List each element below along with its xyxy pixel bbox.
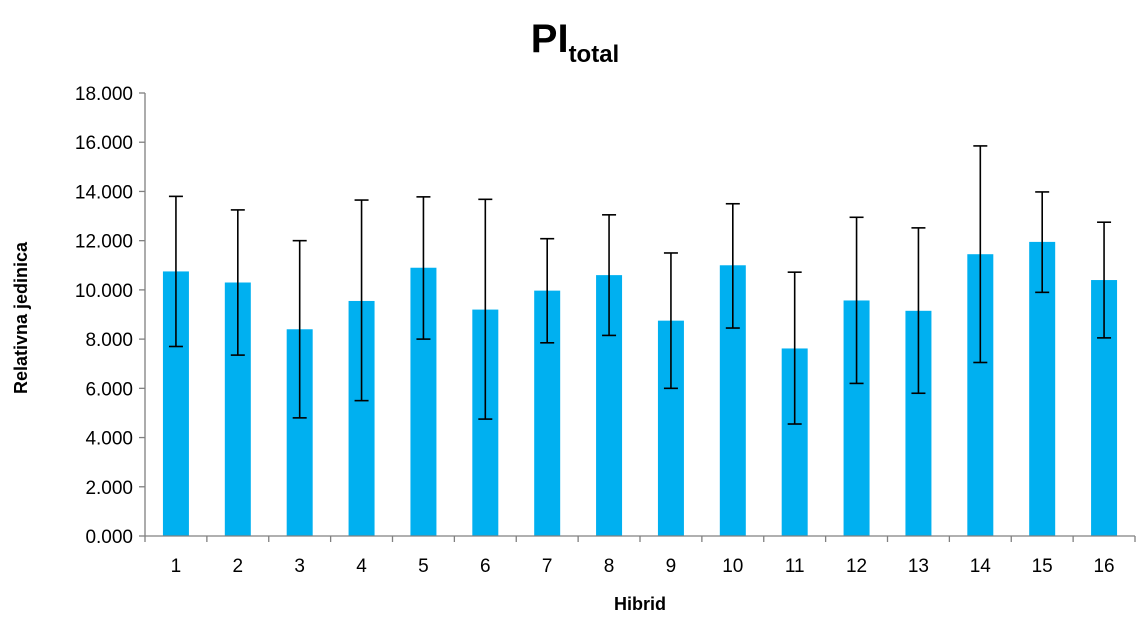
y-tick-label: 12.000 <box>75 232 133 253</box>
y-tick-label: 2.000 <box>85 478 133 499</box>
y-tick-label: 10.000 <box>75 281 133 302</box>
x-tick-label: 4 <box>356 556 367 577</box>
y-tick-label: 18.000 <box>75 84 133 105</box>
y-tick-label: 14.000 <box>75 182 133 203</box>
x-tick-label: 6 <box>480 556 491 577</box>
y-tick-label: 8.000 <box>85 330 133 351</box>
y-tick-label: 0.000 <box>85 527 133 548</box>
chart-title: PItotal <box>531 17 619 68</box>
x-tick-label: 12 <box>846 556 867 577</box>
axes-group: 0.000 2.000 4.000 6.000 8.000 10.000 12.000 14.… <box>75 84 1136 577</box>
x-tick-label: 14 <box>970 556 992 577</box>
y-tick-label: 6.000 <box>85 379 133 400</box>
x-tick-label: 5 <box>418 556 429 577</box>
x-axis-title: Hibrid <box>614 594 666 614</box>
x-tick-label: 3 <box>294 556 305 577</box>
x-tick-label: 2 <box>233 556 244 577</box>
x-tick-label: 15 <box>1032 556 1053 577</box>
error-bars-group <box>168 145 1112 425</box>
x-tick-label: 11 <box>785 556 805 577</box>
x-tick-label: 1 <box>171 556 182 577</box>
x-tick-label: 13 <box>908 556 929 577</box>
bars-group <box>162 241 1118 537</box>
x-tick-label: 16 <box>1093 556 1114 577</box>
x-tick-label: 9 <box>666 556 677 577</box>
x-tick-label: 7 <box>542 556 553 577</box>
y-tick-label: 4.000 <box>85 429 133 450</box>
y-axis-title: Relativna jedinica <box>11 241 31 394</box>
x-tick-label: 10 <box>722 556 743 577</box>
x-tick-label: 8 <box>604 556 615 577</box>
y-tick-label: 16.000 <box>75 133 133 154</box>
